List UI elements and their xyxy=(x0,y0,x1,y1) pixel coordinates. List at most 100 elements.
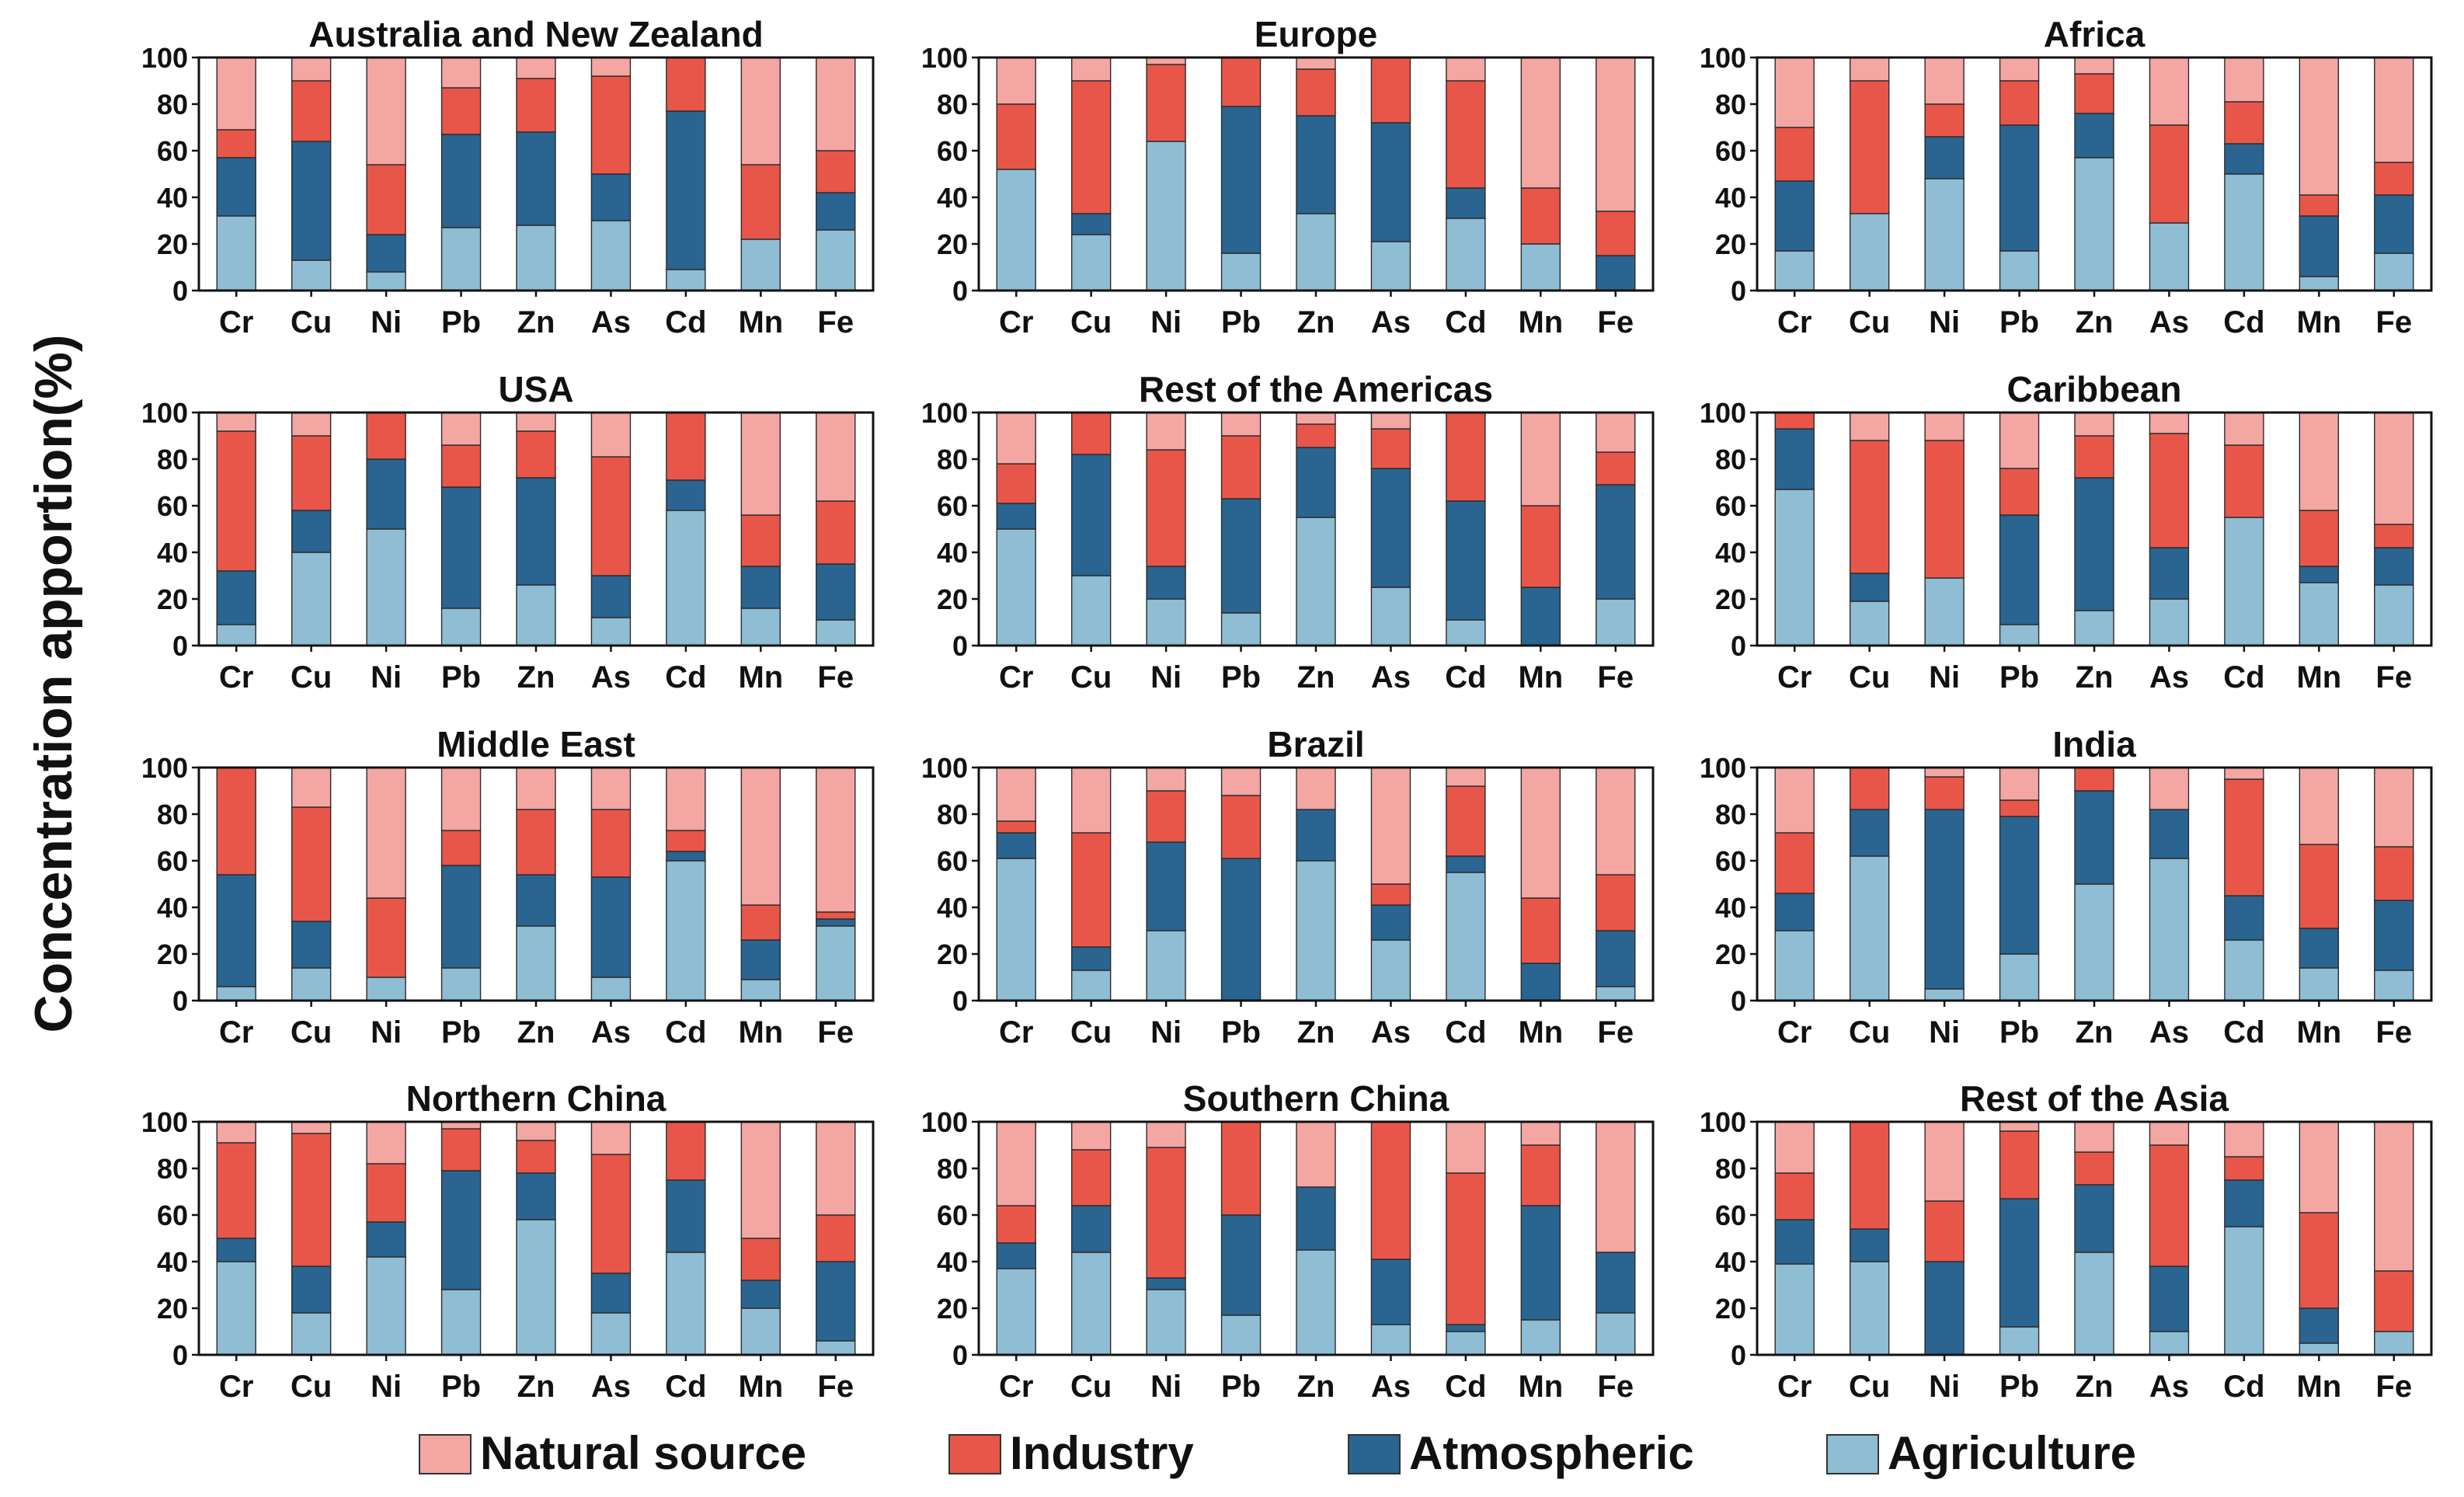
bar-segment-atmospheric-mn xyxy=(2299,1307,2340,1344)
bar-segment-industry-cu xyxy=(1849,440,1890,574)
x-tick-label: Fe xyxy=(2375,660,2412,695)
bar-segment-industry-mn xyxy=(740,904,781,941)
bar-segment-industry-mn xyxy=(1520,505,1561,588)
y-tick-label: 60 xyxy=(157,845,188,877)
bar-segment-atmospheric-pb xyxy=(1999,514,2040,625)
x-tick-label: Fe xyxy=(817,305,854,339)
bar-segment-agriculture-mn xyxy=(1520,1319,1561,1356)
plot-frame xyxy=(197,766,875,1002)
x-tick-label: Fe xyxy=(817,1015,854,1050)
bar-segment-atmospheric-fe xyxy=(1596,484,1636,600)
bar-segment-natural-source-cr xyxy=(996,1121,1036,1206)
bar-segment-atmospheric-ni xyxy=(1146,841,1186,931)
bar-segment-natural-source-mn xyxy=(740,767,781,906)
x-tick-label: Cu xyxy=(1070,660,1112,695)
bar-segment-natural-source-zn xyxy=(2074,57,2114,75)
bar-segment-agriculture-pb xyxy=(1220,612,1262,646)
bar-segment-agriculture-cd xyxy=(666,1252,706,1356)
x-tick-label: Zn xyxy=(1297,660,1335,695)
bar-segment-atmospheric-zn xyxy=(2074,1184,2114,1253)
y-tick-label: 0 xyxy=(1731,985,1746,1017)
y-tick-label: 60 xyxy=(157,1199,188,1231)
bar-segment-atmospheric-cd xyxy=(1446,1324,1486,1332)
bar-segment-industry-cr xyxy=(996,820,1036,834)
bar-segment-atmospheric-cr xyxy=(996,503,1036,530)
bar-segment-industry-pb xyxy=(1999,80,2040,126)
x-tick-label: As xyxy=(2149,660,2189,695)
x-tick-label: Fe xyxy=(1597,660,1634,695)
bar-segment-atmospheric-fe xyxy=(816,1261,856,1342)
x-tick-label: As xyxy=(2149,1370,2189,1404)
bar-segment-agriculture-ni xyxy=(1924,988,1965,1001)
y-tick-label: 0 xyxy=(172,275,188,307)
bar-segment-natural-source-fe xyxy=(816,767,856,913)
bar-segment-agriculture-pb xyxy=(1999,250,2040,291)
bar-segment-atmospheric-ni xyxy=(366,1221,406,1258)
bar-segment-agriculture-as xyxy=(590,977,632,1001)
x-tick-label: Cd xyxy=(1445,1370,1486,1404)
bar-segment-natural-source-cd xyxy=(2224,412,2264,446)
bar-segment-atmospheric-cu xyxy=(1070,946,1112,971)
bar-segment-atmospheric-as xyxy=(590,575,632,618)
y-tick-label: 100 xyxy=(141,397,188,429)
y-tick-label: 100 xyxy=(141,752,188,784)
bar-segment-natural-source-zn xyxy=(516,1121,556,1141)
bar-segment-atmospheric-pb xyxy=(440,1170,482,1290)
bar-segment-agriculture-as xyxy=(1370,587,1411,646)
x-tick-label: Ni xyxy=(1929,305,1960,339)
bar-segment-atmospheric-cd xyxy=(1446,855,1486,873)
y-tick-label: 0 xyxy=(952,630,968,662)
bar-segment-agriculture-ni xyxy=(366,1256,406,1356)
bar-segment-industry-zn xyxy=(516,1140,556,1174)
bar-segment-agriculture-fe xyxy=(816,619,856,646)
x-tick-label: Cd xyxy=(665,1370,706,1404)
bar-segment-natural-source-mn xyxy=(1520,412,1561,507)
bar-segment-industry-as xyxy=(2149,124,2190,224)
bar-segment-natural-source-as xyxy=(2149,57,2190,126)
bar-segment-agriculture-zn xyxy=(2074,1252,2114,1356)
bar-segment-industry-mn xyxy=(2299,510,2340,567)
y-tick-label: 100 xyxy=(1700,1106,1746,1138)
bar-segment-agriculture-fe xyxy=(2374,252,2414,291)
bar-segment-atmospheric-cd xyxy=(666,851,706,862)
bar-segment-agriculture-mn xyxy=(2299,967,2340,1001)
bar-segment-natural-source-cu xyxy=(291,1121,332,1134)
bar-segment-agriculture-cu xyxy=(1070,575,1112,646)
bar-segment-agriculture-pb xyxy=(1999,953,2040,1001)
bar-segment-industry-pb xyxy=(1999,1130,2040,1199)
y-tick-label: 60 xyxy=(937,1199,968,1231)
panel-title: Caribbean xyxy=(2007,369,2182,409)
bar-segment-atmospheric-cd xyxy=(1446,187,1486,219)
bar-segment-atmospheric-fe xyxy=(816,192,856,231)
bar-segment-agriculture-cu xyxy=(291,259,332,291)
bar-segment-industry-zn xyxy=(516,430,556,479)
x-tick-label: Cu xyxy=(291,1370,332,1404)
y-tick-label: 40 xyxy=(157,182,188,214)
bar-segment-agriculture-cu xyxy=(1849,601,1890,646)
bar-segment-industry-pb xyxy=(1220,57,1262,107)
bar-segment-natural-source-as xyxy=(590,1121,632,1155)
bar-segment-industry-cd xyxy=(2224,778,2264,896)
bar-segment-natural-source-fe xyxy=(2374,1121,2414,1272)
bar-segment-agriculture-cu xyxy=(1849,855,1890,1001)
x-tick-label: Zn xyxy=(2076,1370,2114,1404)
bar-segment-natural-source-cr xyxy=(1774,57,1815,128)
bar-segment-industry-fe xyxy=(816,1214,856,1262)
x-tick-label: Cu xyxy=(291,1015,332,1050)
bar-segment-agriculture-mn xyxy=(2299,276,2340,291)
bar-segment-agriculture-cd xyxy=(2224,1226,2264,1356)
bar-segment-agriculture-ni xyxy=(1924,577,1965,646)
bar-segment-natural-source-cu xyxy=(1849,412,1890,441)
bar-segment-industry-cu xyxy=(291,806,332,922)
bar-segment-agriculture-cr xyxy=(1774,1263,1815,1356)
bar-segment-atmospheric-cu xyxy=(1070,213,1112,235)
bar-segment-atmospheric-mn xyxy=(1520,1205,1561,1321)
bar-segment-atmospheric-zn xyxy=(1296,447,1336,518)
bar-segment-natural-source-mn xyxy=(740,412,781,516)
bar-segment-industry-as xyxy=(590,456,632,576)
bar-segment-atmospheric-cu xyxy=(1849,1228,1890,1262)
bar-segment-industry-as xyxy=(1370,428,1411,469)
bar-segment-industry-fe xyxy=(1596,211,1636,256)
bar-segment-agriculture-cr xyxy=(1774,930,1815,1001)
bar-segment-industry-fe xyxy=(1596,874,1636,931)
